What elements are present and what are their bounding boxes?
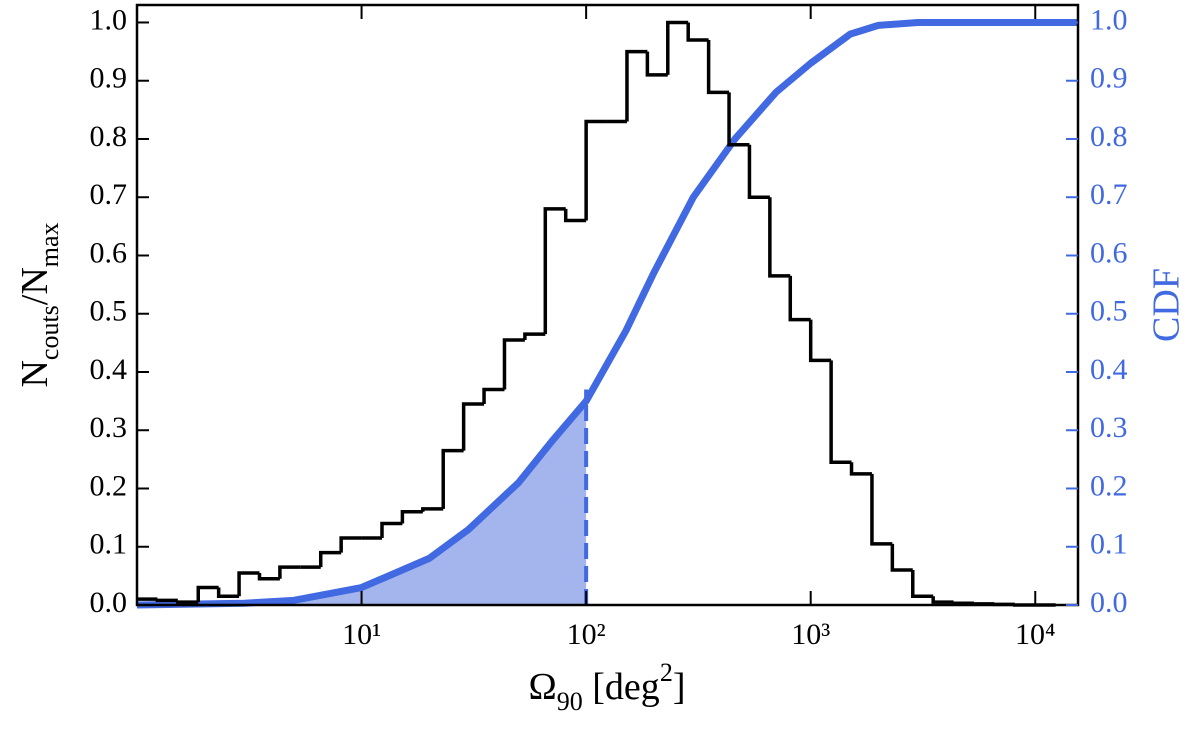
x-tick-label: 10¹ — [342, 618, 381, 651]
histogram-step — [502, 338, 525, 390]
histogram-step — [931, 596, 954, 604]
histogram-step — [441, 448, 464, 509]
histogram-step — [972, 602, 995, 606]
cdf-shaded-area — [137, 401, 587, 605]
y-tick-label: 0.0 — [90, 586, 128, 619]
histogram-step — [686, 22, 709, 42]
histogram-step — [870, 473, 893, 546]
histogram-step — [645, 51, 668, 77]
axis-label-part: [deg — [583, 666, 660, 708]
y2-tick-label: 0.0 — [1090, 586, 1128, 619]
axis-label-part: 90 — [557, 687, 583, 716]
axis-label-part: couts — [35, 305, 64, 360]
y2-tick-label: 0.8 — [1090, 120, 1128, 153]
histogram-step — [747, 144, 770, 199]
histogram-step — [461, 402, 485, 451]
histogram-step — [339, 536, 362, 553]
histogram-step — [482, 387, 505, 405]
y-axis-label: Ncouts/Nmax — [14, 222, 65, 387]
histogram-step — [400, 510, 423, 524]
histogram-step — [951, 601, 975, 606]
histogram-step — [216, 587, 240, 599]
y-tick-label: 0.4 — [90, 353, 128, 386]
y2-tick-label: 1.0 — [1090, 3, 1128, 36]
y-tick-label: 0.1 — [90, 528, 128, 561]
axis-label-part: N — [14, 360, 56, 387]
histogram-step — [543, 207, 566, 335]
axis-label-part: /N — [14, 267, 56, 305]
y2-tick-label: 0.3 — [1090, 411, 1128, 444]
y2-tick-label: 0.5 — [1090, 295, 1128, 328]
cdf-line — [136, 18, 1078, 609]
histogram-step — [666, 20, 689, 75]
y-tick-label: 0.9 — [90, 62, 128, 95]
histogram-step — [625, 49, 648, 122]
y-tick-label: 0.8 — [90, 120, 128, 153]
histogram-step — [318, 550, 342, 568]
y2-tick-label: 0.7 — [1090, 178, 1128, 211]
y2-tick-label: 0.6 — [1090, 236, 1128, 269]
histogram-step — [727, 92, 750, 147]
x-tick-label: 10⁴ — [1015, 618, 1055, 651]
y-tick-label: 0.7 — [90, 178, 128, 211]
histogram-step — [890, 543, 913, 572]
x-tick-label: 10² — [567, 618, 606, 651]
histogram-step — [155, 598, 178, 603]
y-tick-label: 0.2 — [90, 469, 128, 502]
x-tick-label: 10³ — [791, 618, 830, 651]
y2-tick-label: 0.9 — [1090, 62, 1128, 95]
x-axis-label: Ω90 [deg2] — [529, 658, 686, 716]
histogram-step — [523, 332, 546, 340]
axis-label-part: ] — [673, 666, 686, 708]
histogram-step — [768, 197, 791, 278]
histogram-step — [788, 275, 811, 322]
histogram-step — [176, 600, 199, 604]
histogram-step — [849, 462, 872, 476]
histogram-step — [257, 572, 280, 581]
axis-label-part: Ω — [529, 666, 557, 708]
y2-tick-label: 0.4 — [1090, 353, 1128, 386]
axis-label-part: max — [35, 222, 64, 267]
histogram-step — [237, 571, 260, 597]
y2-axis-label: CDF — [1146, 268, 1188, 342]
histogram-step — [808, 319, 832, 363]
histogram-step — [278, 565, 301, 579]
histogram-step — [563, 208, 587, 223]
y-tick-label: 1.0 — [90, 3, 128, 36]
y-tick-label: 0.5 — [90, 295, 128, 328]
histogram-step — [706, 39, 730, 95]
axis-label-part: 2 — [660, 658, 673, 687]
histogram-step — [584, 119, 607, 221]
histogram-step — [196, 585, 219, 603]
histogram-step — [421, 507, 444, 512]
histogram-step — [380, 521, 403, 539]
plot-frame — [135, 3, 1080, 607]
y2-tick-label: 0.2 — [1090, 469, 1128, 502]
y-tick-label: 0.3 — [90, 411, 128, 444]
y-tick-label: 0.6 — [90, 236, 128, 269]
histogram-step — [829, 360, 852, 465]
y2-tick-label: 0.1 — [1090, 528, 1128, 561]
histogram-step — [911, 570, 934, 599]
